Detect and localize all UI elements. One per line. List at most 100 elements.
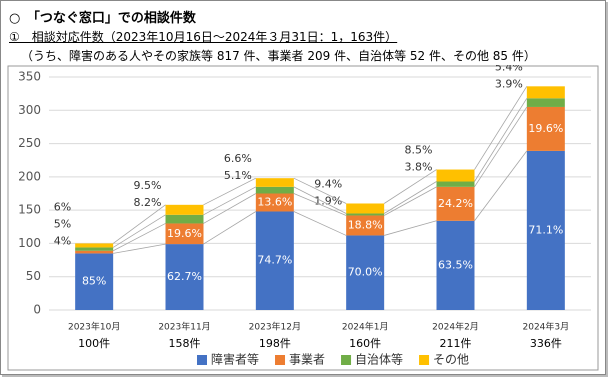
y-tick-label: 50 (26, 269, 41, 283)
value-label: 8.5% (405, 144, 433, 157)
note: （うち、障害のある人やその家族等 817 件、事業者 209 件、自治体等 52… (21, 49, 536, 63)
total-label: 160件 (349, 337, 381, 350)
legend-label: 自治体等 (355, 353, 403, 367)
y-tick-label: 150 (18, 203, 41, 217)
bar-segment (526, 150, 565, 310)
connector-line (383, 186, 437, 216)
x-tick-label: 2023年10月 (68, 321, 120, 333)
x-tick-label: 2023年12月 (249, 321, 301, 333)
chart-frame (7, 65, 599, 371)
connector-line (113, 243, 166, 254)
value-label: 18.8% (348, 218, 383, 231)
connector-line (112, 204, 166, 244)
bar-segment (165, 214, 204, 224)
y-tick-label: 350 (18, 70, 41, 84)
total-label: 158件 (169, 337, 201, 350)
total-label: 198件 (259, 337, 291, 350)
connector-line (384, 220, 437, 236)
bar-segment (255, 193, 294, 212)
bar-segment (436, 220, 475, 310)
connector-line (474, 86, 528, 170)
value-label: 4% (54, 234, 71, 247)
connector-line (112, 214, 166, 248)
bar-segment (436, 181, 475, 187)
value-label: 70.0% (348, 266, 383, 279)
connector-line (112, 223, 166, 252)
bar-segment (165, 223, 204, 245)
connector-line (203, 177, 257, 206)
bar-segment (526, 106, 565, 151)
connector-line (474, 150, 528, 222)
total-label: 211件 (440, 337, 472, 350)
value-label: 3.8% (405, 161, 433, 174)
connector-line (203, 186, 257, 216)
legend-swatch (275, 355, 286, 365)
connector-line (293, 211, 347, 236)
value-label: 1.9% (314, 194, 342, 207)
y-tick-label: 200 (18, 169, 41, 183)
connector-line (383, 169, 437, 204)
value-label: 5.4% (495, 65, 523, 73)
subtitle: ① 相談対応件数（2023年10月16日～2024年３月31日：1，163件） (9, 30, 398, 44)
legend-swatch (419, 355, 430, 365)
y-tick-label: 250 (18, 136, 41, 150)
value-label: 63.5% (438, 258, 473, 271)
value-label: 9.4% (314, 177, 342, 190)
value-label: 5% (54, 217, 71, 230)
bar-segment (165, 244, 204, 310)
value-label: 5.1% (224, 169, 252, 182)
bar-segment (346, 215, 385, 236)
bar-segment (346, 203, 385, 214)
legend-swatch (341, 355, 352, 365)
x-tick-label: 2023年11月 (158, 321, 210, 333)
bar-segment (75, 250, 114, 254)
value-label: 19.6% (528, 122, 563, 135)
bar-segment (255, 211, 294, 310)
value-label: 8.2% (134, 196, 162, 209)
connector-line (293, 186, 347, 214)
title: ○ 「つなぐ窓口」での相談件数 (9, 11, 196, 26)
value-label: 74.7% (257, 254, 292, 267)
bar-segment (75, 253, 114, 310)
legend-label: 障害者等 (211, 352, 259, 367)
bar-segment (436, 169, 475, 182)
legend-label: その他 (433, 353, 469, 367)
value-label: 24.2% (438, 197, 473, 210)
bar-segment (75, 247, 114, 251)
bar-segment (526, 98, 565, 107)
legend-swatch (197, 355, 207, 365)
legend-label: 事業者 (289, 353, 325, 367)
value-label: 85% (82, 275, 106, 288)
value-label: 9.5% (134, 179, 162, 192)
y-tick-label: 300 (18, 103, 41, 117)
connector-line (293, 193, 347, 216)
y-tick-label: 0 (33, 303, 41, 317)
bar-segment (346, 213, 385, 216)
x-tick-label: 2024年1月 (342, 321, 389, 333)
connector-line (203, 211, 257, 245)
x-tick-label: 2024年2月 (432, 321, 479, 333)
bar-segment (255, 186, 294, 194)
y-tick-label: 100 (18, 236, 41, 250)
value-label: 6.6% (224, 152, 252, 165)
connector-line (474, 106, 528, 188)
value-label: 6% (54, 200, 71, 213)
total-label: 100件 (78, 337, 110, 350)
connector-line (383, 181, 437, 214)
total-label: 336件 (530, 337, 562, 350)
x-tick-label: 2024年3月 (523, 321, 570, 333)
value-label: 19.6% (167, 227, 202, 240)
chart: 0 50 100 150 200 250 300 350 85% 4% 5% 6% 2023年10月 10… (7, 65, 599, 371)
bar-segment (526, 86, 565, 99)
connector-line (203, 193, 257, 224)
connector-line (474, 98, 528, 182)
value-label: 71.1% (528, 223, 563, 236)
bar-segment (255, 178, 294, 187)
value-label: 62.7% (167, 270, 202, 283)
bar-segment (346, 235, 385, 310)
bar-segment (75, 243, 114, 248)
value-label: 13.6% (257, 195, 292, 208)
bar-segment (165, 204, 204, 215)
connector-line (293, 177, 347, 204)
